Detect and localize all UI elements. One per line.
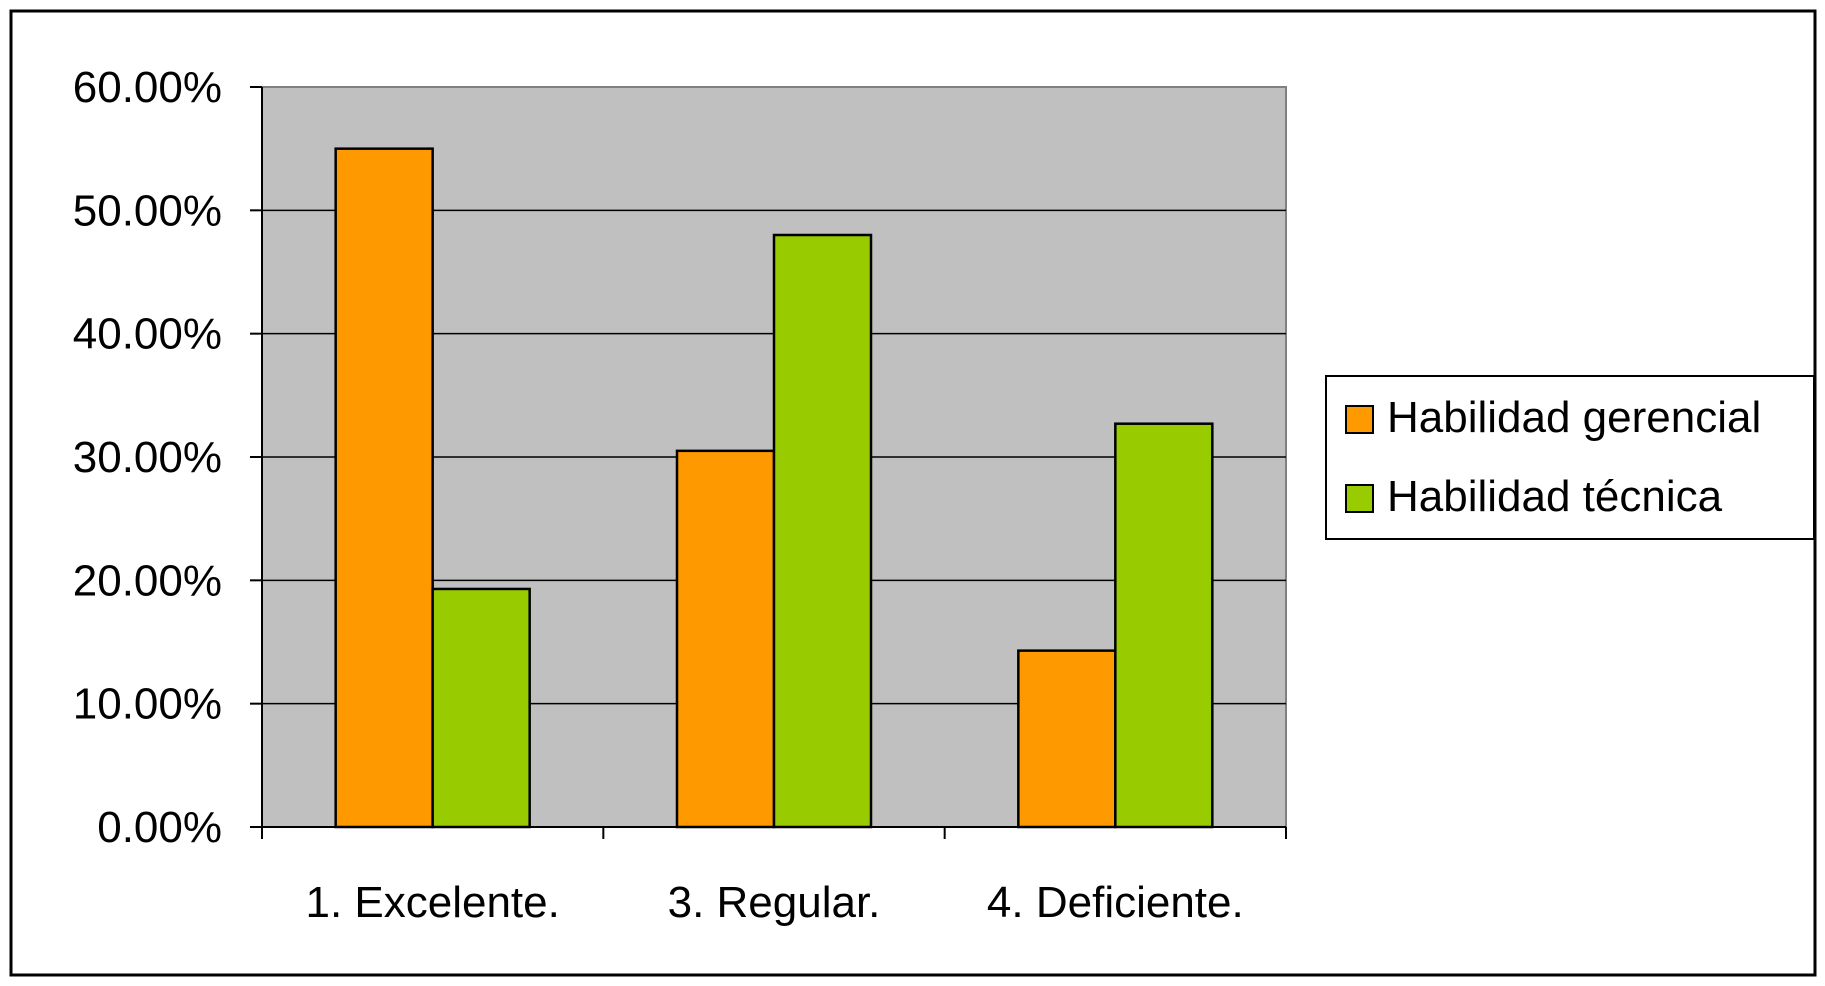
legend-box [1325,375,1815,540]
bars [334,147,1214,829]
y-tick-label: 50.00% [73,186,222,235]
bar [1114,422,1214,829]
y-tick-label: 60.00% [73,63,222,112]
y-tick-label: 40.00% [73,310,222,359]
y-axis: 0.00% 10.00% 20.00% 30.00% 40.00% 50.00% 60.00… [73,63,263,852]
x-axis: 1. Excelente. 3. Regular. 4. Deficiente. [261,826,1287,927]
x-tick-label: 1. Excelente. [305,878,559,927]
legend-swatch-tecnica [1345,484,1374,513]
x-tick-label: 3. Regular. [668,878,881,927]
y-tick-label: 30.00% [73,433,222,482]
legend-swatch-gerencial [1345,405,1374,434]
legend-label-tecnica: Habilidad técnica [1387,472,1723,521]
bar [675,449,776,829]
y-tick-label: 10.00% [73,680,222,729]
bar [772,233,873,829]
bar [1017,649,1117,829]
legend: Habilidad gerencial Habilidad técnica [1325,375,1815,540]
y-tick-label: 20.00% [73,556,222,605]
bar [334,147,434,829]
y-tick-label: 0.00% [97,803,222,852]
legend-label-gerencial: Habilidad gerencial [1387,393,1761,442]
x-tick-label: 4. Deficiente. [987,878,1244,927]
bar [431,587,531,829]
